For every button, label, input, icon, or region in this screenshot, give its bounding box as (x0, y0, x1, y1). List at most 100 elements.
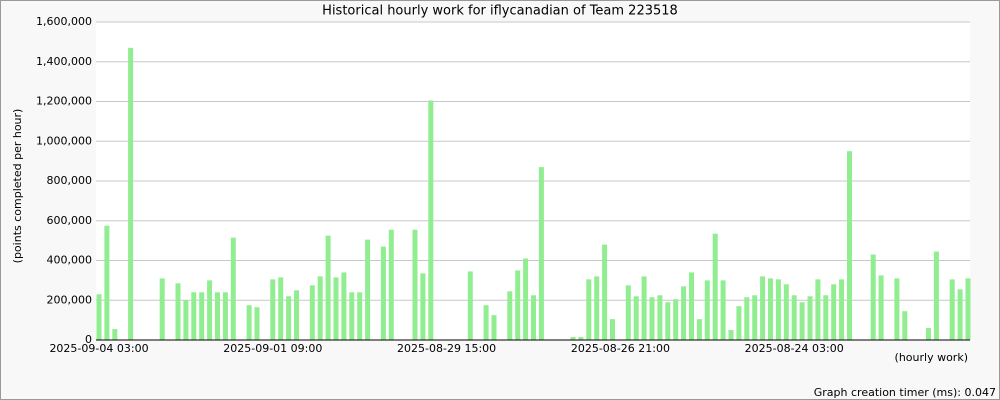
bar (815, 279, 821, 340)
bar (578, 337, 584, 340)
bar (791, 295, 797, 340)
bar (357, 292, 363, 340)
bar (96, 294, 102, 340)
bar (183, 300, 189, 340)
bar (926, 328, 931, 340)
bar (641, 276, 647, 340)
bar (823, 295, 829, 340)
bar (104, 225, 110, 340)
bar (673, 299, 679, 340)
bar (625, 285, 631, 340)
bar (199, 292, 205, 340)
bar (412, 229, 418, 340)
bar (949, 279, 955, 340)
y-tick-label: 800,000 (47, 174, 93, 187)
bar (349, 292, 355, 340)
bar (594, 276, 600, 340)
x-tick-label: 2025-08-29 15:00 (397, 342, 496, 355)
bar (783, 284, 789, 340)
bar (215, 292, 220, 340)
y-tick-label: 1,000,000 (36, 134, 92, 147)
bar (752, 295, 758, 340)
bar (333, 277, 339, 340)
bar (388, 229, 394, 340)
bar (657, 295, 663, 340)
bar (957, 289, 963, 340)
bar (807, 296, 813, 340)
bar (933, 251, 939, 340)
bar (230, 237, 236, 340)
bar (294, 290, 299, 340)
bar (112, 329, 118, 340)
bar (704, 280, 710, 340)
y-tick-label: 1,400,000 (36, 55, 92, 68)
bar (720, 280, 726, 340)
bar (799, 302, 805, 340)
x-tick-label: 2025-09-01 09:00 (223, 342, 322, 355)
bar (491, 315, 497, 340)
bar (586, 279, 592, 340)
bar (902, 311, 908, 340)
y-tick-label: 1,600,000 (36, 15, 92, 28)
y-tick-label: 200,000 (47, 293, 93, 306)
bar (428, 100, 434, 340)
bar (768, 278, 773, 340)
bar (222, 292, 228, 340)
bar (365, 239, 371, 340)
bar (744, 297, 750, 340)
y-tick-label: 600,000 (47, 214, 93, 227)
bar (775, 279, 781, 340)
bar (254, 307, 260, 340)
chart-title: Historical hourly work for iflycanadian … (322, 4, 678, 19)
bar (420, 273, 426, 340)
bar (696, 319, 702, 340)
bar (870, 254, 876, 340)
bar (531, 295, 536, 340)
bar (270, 279, 276, 340)
bar (380, 246, 386, 340)
bar (831, 284, 837, 340)
bar (286, 296, 292, 340)
bar (633, 296, 639, 340)
bar (159, 278, 165, 340)
bar (665, 302, 671, 340)
x-tick-label: 2025-08-26 21:00 (571, 342, 670, 355)
bar (965, 278, 971, 340)
bar (839, 279, 845, 340)
bar (570, 337, 576, 340)
y-tick-label: 1,200,000 (36, 95, 92, 108)
bar (467, 271, 473, 340)
bar (681, 286, 687, 340)
bar (341, 272, 347, 340)
bar (712, 233, 718, 340)
y-tick-label: 400,000 (47, 254, 93, 267)
bar (515, 270, 521, 340)
bar (728, 330, 734, 340)
bar (610, 319, 615, 340)
bar (191, 292, 197, 340)
bar (317, 276, 323, 340)
bar (325, 235, 331, 340)
bar (128, 47, 134, 341)
bar (689, 272, 694, 340)
bar (847, 151, 852, 340)
y-tick-label: 0 (85, 333, 92, 346)
bar (878, 275, 884, 340)
bar (538, 167, 544, 340)
bar (760, 276, 766, 340)
bar (894, 278, 900, 340)
x-tick-label: 2025-09-04 03:00 (49, 342, 148, 355)
bar (278, 277, 284, 340)
bar (736, 306, 742, 340)
bar (602, 244, 608, 340)
x-tick-label: 2025-08-24 03:00 (745, 342, 844, 355)
bar (246, 305, 252, 340)
bar (175, 283, 181, 340)
y-axis-label: (points completed per hour) (11, 109, 24, 264)
bar (207, 280, 213, 340)
x-axis-label: (hourly work) (895, 351, 968, 364)
bar (523, 258, 529, 340)
bar (507, 291, 513, 340)
